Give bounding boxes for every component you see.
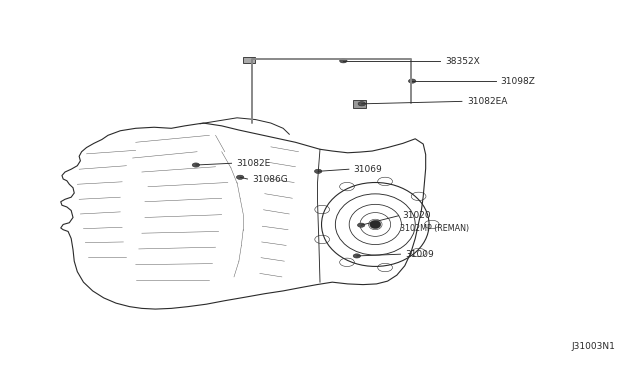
Circle shape [408, 79, 416, 83]
Text: J31003N1: J31003N1 [571, 342, 615, 351]
Text: 3102MP (REMAN): 3102MP (REMAN) [400, 224, 469, 233]
Circle shape [314, 169, 322, 173]
Circle shape [236, 175, 244, 179]
Text: 31020: 31020 [403, 211, 431, 220]
Circle shape [353, 254, 360, 258]
Text: 31082EA: 31082EA [467, 97, 508, 106]
FancyBboxPatch shape [353, 100, 366, 108]
Circle shape [192, 163, 200, 167]
Text: 31086G: 31086G [252, 174, 287, 183]
Text: 31009: 31009 [405, 250, 434, 259]
FancyBboxPatch shape [243, 57, 255, 63]
Circle shape [358, 223, 365, 227]
Ellipse shape [370, 220, 381, 229]
Circle shape [340, 59, 347, 63]
Text: 38352X: 38352X [445, 57, 480, 66]
Circle shape [358, 102, 365, 106]
Text: 31069: 31069 [353, 165, 382, 174]
Text: 31098Z: 31098Z [500, 77, 536, 86]
Text: 31082E: 31082E [236, 159, 271, 168]
